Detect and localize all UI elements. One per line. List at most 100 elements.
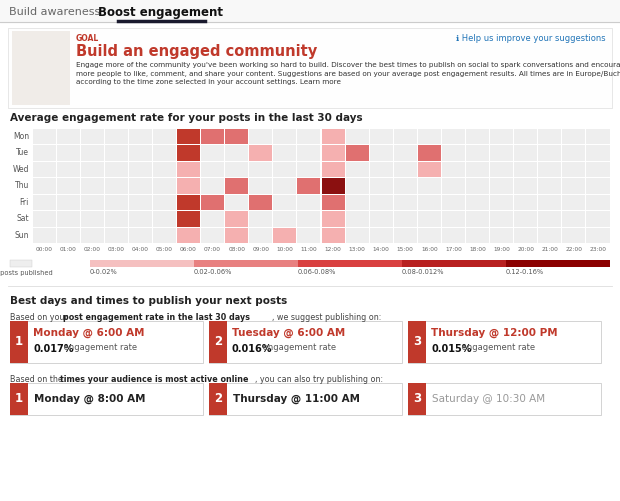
Text: engagement rate: engagement rate bbox=[260, 344, 336, 353]
Bar bbox=[506, 260, 610, 267]
Bar bbox=[81, 161, 104, 177]
Bar bbox=[249, 194, 272, 210]
Text: 19:00: 19:00 bbox=[493, 246, 510, 252]
Bar bbox=[129, 145, 152, 160]
Bar bbox=[345, 194, 369, 210]
Text: Build awareness: Build awareness bbox=[9, 7, 100, 17]
Text: , we suggest publishing on:: , we suggest publishing on: bbox=[272, 313, 381, 322]
Bar bbox=[587, 194, 609, 210]
Bar bbox=[514, 128, 538, 144]
Bar bbox=[177, 194, 200, 210]
Bar bbox=[514, 161, 538, 177]
Bar bbox=[56, 194, 79, 210]
Bar bbox=[8, 28, 612, 108]
Bar bbox=[209, 321, 402, 363]
Bar bbox=[32, 211, 56, 226]
Text: Sun: Sun bbox=[14, 231, 29, 240]
Text: 10:00: 10:00 bbox=[277, 246, 293, 252]
Bar bbox=[322, 145, 345, 160]
Bar bbox=[370, 178, 392, 193]
Bar bbox=[201, 128, 224, 144]
Bar bbox=[153, 128, 176, 144]
Text: Best days and times to publish your next posts: Best days and times to publish your next… bbox=[10, 296, 287, 306]
Text: , you can also try publishing on:: , you can also try publishing on: bbox=[255, 375, 383, 383]
Text: No posts published: No posts published bbox=[0, 270, 53, 276]
Bar bbox=[370, 128, 392, 144]
Bar bbox=[408, 382, 426, 414]
Bar bbox=[201, 161, 224, 177]
Bar bbox=[514, 211, 538, 226]
Bar bbox=[129, 161, 152, 177]
Bar bbox=[105, 227, 128, 243]
Bar bbox=[56, 145, 79, 160]
Bar bbox=[153, 211, 176, 226]
Bar bbox=[345, 211, 369, 226]
Bar bbox=[81, 145, 104, 160]
Bar bbox=[153, 194, 176, 210]
Text: Sat: Sat bbox=[16, 214, 29, 223]
Bar bbox=[153, 161, 176, 177]
Bar bbox=[129, 227, 152, 243]
Bar bbox=[322, 211, 345, 226]
Bar bbox=[345, 161, 369, 177]
Bar bbox=[587, 161, 609, 177]
Text: Boost engagement: Boost engagement bbox=[97, 6, 223, 19]
Bar bbox=[105, 161, 128, 177]
Bar bbox=[466, 145, 489, 160]
Bar bbox=[418, 211, 441, 226]
Bar bbox=[562, 128, 585, 144]
Bar bbox=[538, 194, 561, 210]
Bar bbox=[587, 145, 609, 160]
Bar bbox=[538, 178, 561, 193]
Text: ℹ Help us improve your suggestions: ℹ Help us improve your suggestions bbox=[456, 34, 606, 43]
Bar bbox=[514, 145, 538, 160]
Bar bbox=[370, 161, 392, 177]
Bar bbox=[177, 128, 200, 144]
Text: 0-0.02%: 0-0.02% bbox=[90, 270, 118, 276]
Text: 3: 3 bbox=[413, 335, 421, 348]
Bar bbox=[81, 178, 104, 193]
Bar bbox=[0, 0, 620, 22]
Bar bbox=[466, 161, 489, 177]
Text: Monday @ 6:00 AM: Monday @ 6:00 AM bbox=[33, 328, 144, 338]
Bar bbox=[177, 161, 200, 177]
Bar bbox=[442, 145, 465, 160]
Bar bbox=[322, 161, 345, 177]
Text: Build an engaged community: Build an engaged community bbox=[76, 44, 317, 59]
Text: 20:00: 20:00 bbox=[517, 246, 534, 252]
Bar bbox=[273, 145, 296, 160]
Text: 22:00: 22:00 bbox=[565, 246, 582, 252]
Bar bbox=[298, 145, 321, 160]
Bar bbox=[273, 178, 296, 193]
Bar bbox=[418, 128, 441, 144]
Bar bbox=[153, 145, 176, 160]
Bar bbox=[538, 145, 561, 160]
Text: 00:00: 00:00 bbox=[35, 246, 53, 252]
Bar bbox=[490, 145, 513, 160]
Bar bbox=[408, 321, 426, 363]
Text: Mon: Mon bbox=[13, 132, 29, 141]
Bar bbox=[209, 382, 227, 414]
Bar bbox=[442, 161, 465, 177]
Text: Monday @ 8:00 AM: Monday @ 8:00 AM bbox=[34, 393, 146, 404]
Bar bbox=[10, 321, 28, 363]
Bar bbox=[56, 211, 79, 226]
Bar bbox=[10, 260, 32, 267]
Bar bbox=[32, 128, 56, 144]
Text: Based on your: Based on your bbox=[10, 313, 71, 322]
Text: 1: 1 bbox=[15, 335, 23, 348]
Bar bbox=[249, 145, 272, 160]
Bar bbox=[490, 194, 513, 210]
Bar bbox=[273, 227, 296, 243]
Bar bbox=[81, 194, 104, 210]
Bar bbox=[345, 227, 369, 243]
Bar bbox=[466, 211, 489, 226]
Bar bbox=[562, 227, 585, 243]
Bar bbox=[249, 211, 272, 226]
Text: Average engagement rate for your posts in the last 30 days: Average engagement rate for your posts i… bbox=[10, 113, 363, 123]
Bar bbox=[394, 227, 417, 243]
Text: 03:00: 03:00 bbox=[108, 246, 125, 252]
Text: 1: 1 bbox=[15, 392, 23, 405]
Bar bbox=[394, 178, 417, 193]
Bar bbox=[201, 194, 224, 210]
